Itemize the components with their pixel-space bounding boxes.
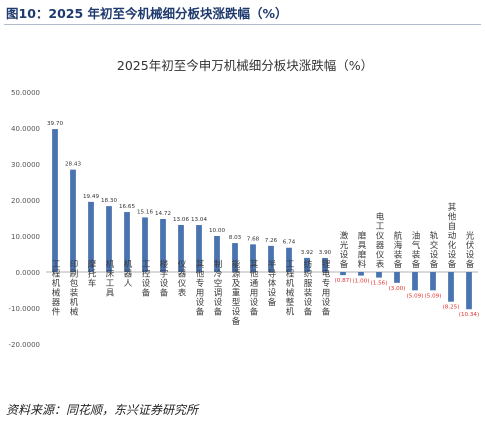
category-label: 工控设备 [142, 260, 151, 299]
y-tick-label: 10.0000 [11, 233, 40, 241]
bar [304, 257, 310, 272]
data-label: 16.65 [119, 204, 135, 210]
bar [250, 244, 256, 272]
title-rule [4, 24, 481, 25]
data-label: 3.90 [319, 250, 332, 256]
data-label: (3.00) [389, 286, 406, 292]
bar [178, 224, 184, 272]
bar [196, 225, 202, 272]
category-label: 仪器仪表 [178, 260, 187, 299]
data-label: 39.70 [47, 121, 63, 127]
data-label: 13.04 [191, 217, 207, 223]
category-label: 磨具磨料 [358, 231, 367, 271]
data-label: (5.09) [425, 293, 442, 299]
category-label: 机床工具 [106, 259, 115, 299]
data-label: (5.09) [407, 293, 424, 299]
category-label: 楼宇设备 [160, 259, 169, 299]
source-note: 资料来源：同花顺，东兴证券研究所 [6, 403, 199, 417]
category-label: 锂电专用设备 [322, 259, 331, 318]
bar [466, 272, 472, 310]
bar [70, 169, 76, 272]
category-label: 机器人 [124, 259, 133, 289]
category-label: 纺织服装设备 [304, 259, 313, 318]
category-label: 激光设备 [340, 231, 349, 271]
data-label: (1.56) [371, 281, 388, 287]
data-label: 7.68 [247, 236, 260, 242]
y-tick-label: 40.0000 [11, 125, 40, 133]
category-label: 电工仪器仪表 [376, 212, 385, 271]
category-label: 轨交设备 [430, 231, 439, 271]
bar [214, 236, 220, 272]
chart-title: 2025年初至今申万机械细分板块涨跌幅（%） [117, 58, 373, 73]
bar [376, 272, 382, 278]
data-label: 28.43 [65, 162, 81, 168]
data-label: (0.87) [335, 278, 352, 284]
bar [142, 217, 148, 272]
y-tick-label: 20.0000 [11, 197, 40, 205]
data-label: 18.30 [101, 198, 117, 204]
data-label: 3.92 [301, 250, 313, 256]
category-label: 工程机械器件 [52, 260, 61, 318]
data-label: 15.16 [137, 209, 153, 215]
data-label: 10.00 [209, 228, 225, 234]
category-label: 能源及重型设备 [232, 259, 241, 327]
category-label: 其他专用设备 [196, 260, 205, 318]
bar [124, 212, 130, 272]
data-label: 13.06 [173, 217, 189, 223]
bar [52, 129, 58, 272]
bar [394, 272, 400, 283]
y-tick-label: -10.0000 [9, 305, 40, 313]
data-label: 6.74 [283, 240, 296, 246]
y-tick-label: 30.0000 [11, 161, 40, 169]
data-label: 8.03 [229, 235, 242, 241]
category-label: 光伏设备 [466, 231, 475, 271]
bar [322, 257, 328, 272]
bar [106, 206, 112, 272]
bar [358, 272, 364, 276]
y-tick-label: 0.0000 [16, 269, 41, 277]
y-tick-label: 50.0000 [11, 89, 40, 97]
bar [232, 243, 238, 272]
category-label: 印刷包装机械 [70, 259, 79, 318]
bar [268, 245, 274, 272]
data-label: (10.34) [459, 312, 479, 318]
bar [286, 247, 292, 272]
data-label: 14.72 [155, 211, 171, 217]
category-label: 摩托车 [88, 259, 97, 289]
category-label: 航海装备 [394, 231, 403, 271]
category-label: 油气装备 [412, 231, 421, 271]
category-label: 其他自动化设备 [448, 203, 457, 270]
category-label: 工程机械整机 [286, 260, 295, 318]
bar [430, 272, 436, 291]
bar [160, 219, 166, 272]
data-label: (1.00) [353, 279, 370, 285]
data-label: 7.26 [265, 238, 278, 244]
bar [448, 272, 454, 302]
bar [88, 201, 94, 272]
category-label: 其他通用设备 [250, 260, 259, 318]
y-tick-label: -20.0000 [9, 341, 40, 349]
category-label: 制冷空调设备 [214, 259, 223, 318]
figure-title: 图10：2025 年初至今机械细分板块涨跌幅（%） [6, 6, 288, 21]
data-label: (8.25) [443, 305, 460, 311]
bar [340, 272, 346, 276]
data-label: 19.49 [83, 194, 99, 200]
category-label: 半导体设备 [268, 259, 277, 308]
bar [412, 272, 418, 291]
